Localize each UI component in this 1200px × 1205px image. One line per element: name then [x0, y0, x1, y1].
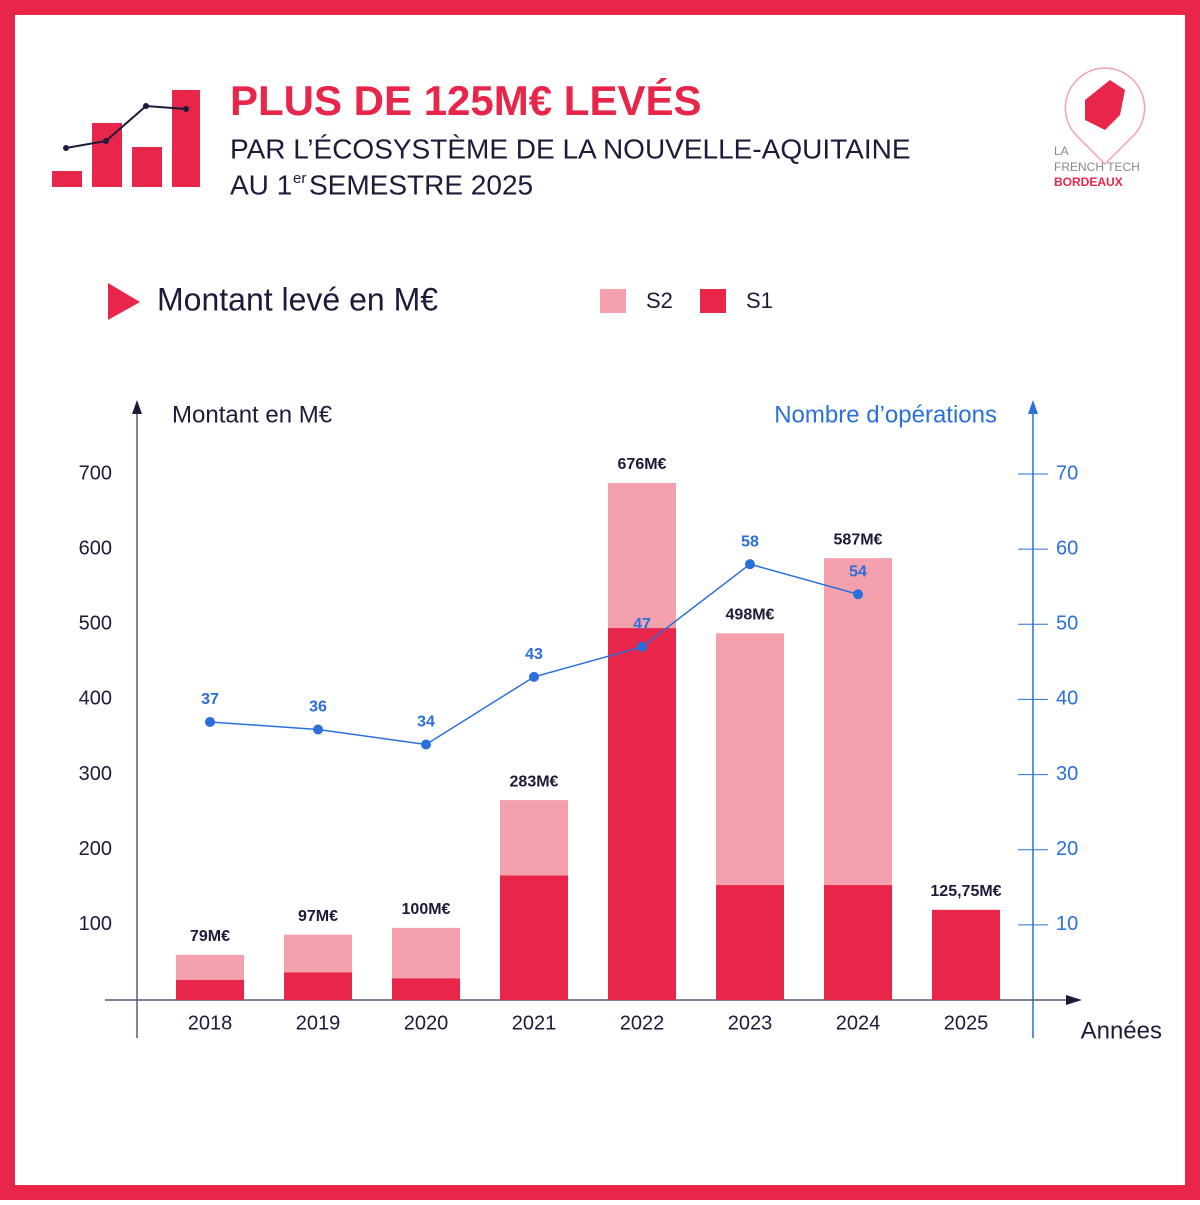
line-point: [853, 589, 863, 600]
total-label: 100M€: [402, 901, 451, 918]
y-tick-label: 400: [79, 688, 112, 710]
line-point: [529, 671, 539, 682]
bar-segment: [932, 909, 1000, 1000]
subtitle-sup: er: [293, 170, 306, 187]
y-tick-label: 100: [79, 913, 112, 935]
x-axis-title: Années: [1081, 1017, 1162, 1044]
bar-segment: [824, 885, 892, 1000]
logo-text: BORDEAUX: [1054, 175, 1123, 189]
bar-segment: [392, 978, 460, 1000]
bar-segment: [284, 972, 352, 1000]
line-label: 58: [741, 533, 759, 550]
logo-text: LA: [1054, 144, 1069, 158]
y2-axis-title: Nombre d’opérations: [774, 401, 997, 428]
x-tick-label: 2023: [728, 1012, 773, 1034]
y-tick-label: 500: [79, 613, 112, 635]
bar-segment: [608, 628, 676, 1000]
total-label: 283M€: [510, 773, 559, 790]
bar-segment: [176, 979, 244, 1000]
subtitle: AU 1: [230, 169, 292, 200]
section-marker: [108, 283, 140, 320]
y-tick-label: 600: [79, 537, 112, 559]
bar-segment: [500, 800, 568, 876]
line-label: 37: [201, 691, 219, 708]
legend-label: S1: [746, 288, 773, 313]
y2-tick-label: 10: [1056, 913, 1078, 935]
x-tick-label: 2025: [944, 1012, 989, 1034]
total-label: 498M€: [726, 607, 775, 624]
bar-segment: [284, 934, 352, 973]
y2-tick-label: 50: [1056, 613, 1078, 635]
legend-swatch: [700, 289, 726, 313]
bar-segment: [716, 633, 784, 886]
title: PLUS DE 125M€ LEVÉS: [230, 77, 702, 124]
total-label: 676M€: [618, 456, 667, 473]
line-point: [637, 641, 647, 652]
header-icon: [52, 90, 200, 187]
y-axis-title: Montant en M€: [172, 401, 333, 428]
x-tick-label: 2020: [404, 1012, 449, 1034]
y-tick-label: 700: [79, 462, 112, 484]
y2-tick-label: 70: [1056, 462, 1078, 484]
bar-segment: [824, 558, 892, 886]
bar-segment: [608, 483, 676, 629]
line-label: 47: [633, 616, 651, 633]
line-label: 43: [525, 646, 543, 663]
line-point: [313, 724, 323, 735]
line-label: 34: [417, 714, 435, 731]
x-tick-label: 2018: [188, 1012, 233, 1034]
y2-tick-label: 40: [1056, 688, 1078, 710]
legend-label: S2: [646, 288, 673, 313]
x-tick-label: 2021: [512, 1012, 557, 1034]
bar-segment: [392, 927, 460, 979]
axes: [105, 400, 1082, 1038]
total-label: 587M€: [834, 531, 883, 548]
bar-segment: [716, 885, 784, 1000]
logo-text: FRENCH TECH: [1054, 160, 1140, 174]
subtitle: SEMESTRE 2025: [309, 169, 533, 200]
y-tick-label: 300: [79, 763, 112, 785]
subtitle: PAR L’ÉCOSYSTÈME DE LA NOUVELLE-AQUITAIN…: [230, 133, 911, 164]
bar-segment: [500, 875, 568, 1000]
y2-tick-label: 30: [1056, 763, 1078, 785]
bar-segment: [176, 954, 244, 980]
line-label: 36: [309, 699, 327, 716]
chart-title: Montant levé en M€: [157, 281, 438, 317]
total-label: 125,75M€: [930, 883, 1001, 900]
y-tick-label: 200: [79, 838, 112, 860]
y2-tick-label: 20: [1056, 838, 1078, 860]
line-label: 54: [849, 563, 867, 580]
x-tick-label: 2019: [296, 1012, 341, 1034]
line-point: [745, 559, 755, 570]
total-label: 79M€: [190, 928, 230, 945]
x-tick-label: 2022: [620, 1012, 665, 1034]
line-point: [205, 716, 215, 727]
y2-tick-label: 60: [1056, 537, 1078, 559]
total-label: 97M€: [298, 908, 338, 925]
background: [15, 15, 1185, 1185]
x-tick-label: 2024: [836, 1012, 881, 1034]
legend-swatch: [600, 289, 626, 313]
line-point: [421, 739, 431, 750]
logo: LA FRENCH TECH BORDEAUX: [1054, 67, 1146, 189]
